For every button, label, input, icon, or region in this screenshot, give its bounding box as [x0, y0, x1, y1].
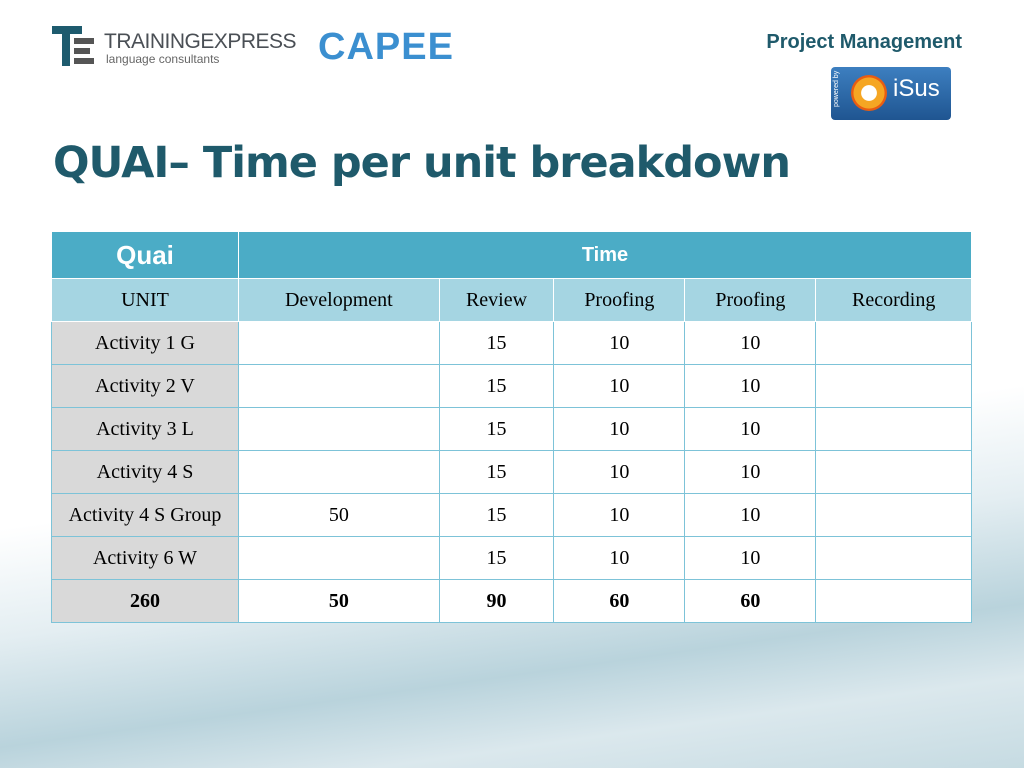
- column-header: Proofing: [553, 278, 686, 322]
- table-row: Activity 4 S 15 10 10: [51, 450, 972, 494]
- table-cell: [238, 450, 440, 494]
- table-cell: [815, 536, 972, 580]
- table-row: Activity 6 W 15 10 10: [51, 536, 972, 580]
- slide-title: QUAI– Time per unit breakdown: [53, 138, 791, 188]
- column-header: UNIT: [51, 278, 239, 322]
- table-cell: 50: [238, 579, 440, 623]
- table-row: Activity 2 V 15 10 10: [51, 364, 972, 408]
- badge: powered by iSus: [831, 67, 951, 120]
- table-cell: 50: [238, 493, 440, 537]
- table-cell: Activity 6 W: [51, 536, 239, 580]
- table-cell: 10: [684, 407, 817, 451]
- table-cell: Activity 3 L: [51, 407, 239, 451]
- table-cell: 90: [438, 579, 555, 623]
- table-cell: 15: [438, 493, 555, 537]
- logo-mark: [52, 26, 94, 66]
- section-label: Project Management: [766, 31, 962, 53]
- partner-logo: CAPEE: [318, 26, 454, 68]
- header-cell: Quai: [51, 231, 239, 279]
- table-cell: Activity 1 G: [51, 321, 239, 365]
- table-cell: 10: [684, 493, 817, 537]
- table-cell: 10: [553, 407, 686, 451]
- table-cell: 15: [438, 364, 555, 408]
- logo-name: TRAININGEXPRESS: [104, 30, 297, 53]
- table-row: Activity 4 S Group 50 15 10 10: [51, 493, 972, 537]
- table-cell: 10: [553, 450, 686, 494]
- table-cell: 10: [684, 364, 817, 408]
- table-cell: Activity 4 S: [51, 450, 239, 494]
- table: Quai Time UNIT Development Review Proofing Pro…: [51, 231, 972, 623]
- table-cell: Activity 2 V: [51, 364, 239, 408]
- table-cell: [815, 579, 972, 623]
- logo-tagline: language consultants: [106, 52, 220, 66]
- column-header: Proofing: [684, 278, 817, 322]
- table-cell: Activity 4 S Group: [51, 493, 239, 537]
- table-cell: 10: [684, 321, 817, 365]
- table-cell: [815, 321, 972, 365]
- badge-icon: [851, 75, 887, 111]
- table-cell: 260: [51, 579, 239, 623]
- table-cell: [815, 407, 972, 451]
- column-header-row: UNIT Development Review Proofing Proofing Rec…: [51, 278, 972, 322]
- badge-name: iSus: [893, 75, 940, 102]
- badge-small: powered by: [833, 70, 840, 107]
- table-row: 260 50 90 60 60: [51, 579, 972, 623]
- table-cell: 10: [553, 321, 686, 365]
- table-cell: 10: [684, 450, 817, 494]
- table-cell: 10: [684, 536, 817, 580]
- table-cell: [815, 493, 972, 537]
- table-cell: [238, 536, 440, 580]
- table-cell: [238, 364, 440, 408]
- table-cell: 15: [438, 407, 555, 451]
- table-cell: 10: [553, 536, 686, 580]
- table-cell: 15: [438, 536, 555, 580]
- table-row: Activity 1 G 15 10 10: [51, 321, 972, 365]
- table-cell: [238, 321, 440, 365]
- table-cell: 15: [438, 321, 555, 365]
- table-cell: 15: [438, 450, 555, 494]
- table-cell: [238, 407, 440, 451]
- column-header: Recording: [815, 278, 972, 322]
- table-cell: 60: [553, 579, 686, 623]
- table-cell: 10: [553, 364, 686, 408]
- column-header: Development: [238, 278, 440, 322]
- column-header: Review: [438, 278, 555, 322]
- table-cell: 60: [684, 579, 817, 623]
- table-cell: [815, 450, 972, 494]
- table-cell: 10: [553, 493, 686, 537]
- header-cell: Time: [238, 231, 972, 279]
- table-row: Activity 3 L 15 10 10: [51, 407, 972, 451]
- table-cell: [815, 364, 972, 408]
- group-header-row: Quai Time: [51, 231, 972, 279]
